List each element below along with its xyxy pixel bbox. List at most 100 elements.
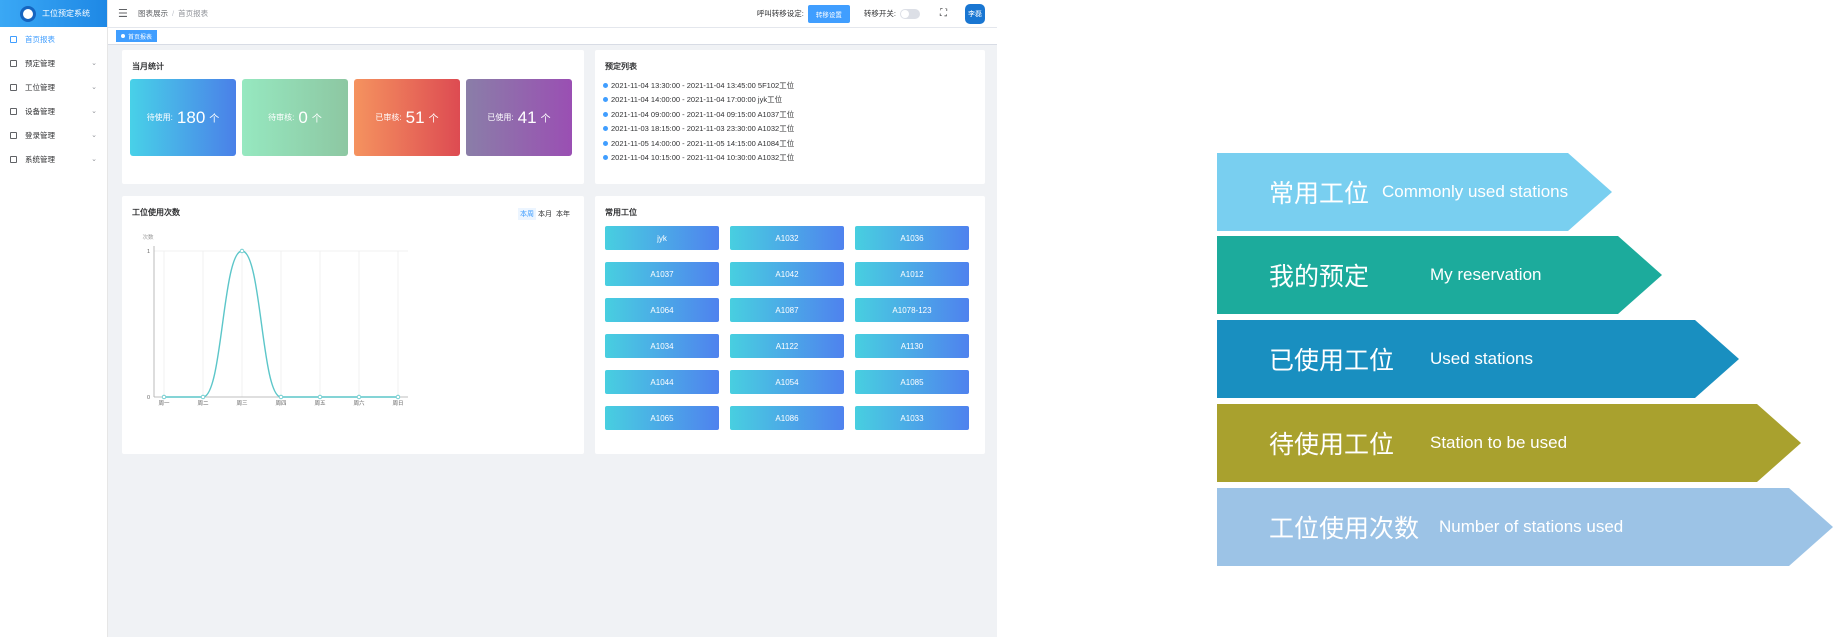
report-icon	[10, 35, 17, 43]
station-button[interactable]: A1122	[730, 334, 844, 358]
reservation-item[interactable]: 2021-11-05 14:00:00 - 2021-11-05 14:15:0…	[603, 136, 983, 151]
legend-label-en: Number of stations used	[1439, 517, 1624, 536]
legend-item: 工位使用次数 Number of stations used	[1217, 488, 1833, 566]
breadcrumb-item[interactable]: 图表展示	[138, 9, 168, 18]
reservation-list[interactable]: 2021-11-04 13:30:00 - 2021-11-04 13:45:0…	[603, 78, 983, 186]
common-stations-card: 常用工位 jyk A1032 A1036 A1037 A1042 A1012 A1064 A1…	[595, 196, 985, 454]
bullet-icon	[603, 82, 608, 88]
station-button[interactable]: A1130	[855, 334, 969, 358]
station-button[interactable]: A1034	[605, 334, 719, 358]
station-button[interactable]: A1037	[605, 262, 719, 286]
chevron-down-icon: ⌄	[91, 132, 97, 139]
stat-value: 180	[176, 107, 206, 127]
sidebar-item-5[interactable]: 系统管理 ⌄	[0, 147, 107, 171]
sidebar-item-0[interactable]: 首页报表	[0, 27, 107, 51]
station-button[interactable]: A1078-123	[855, 298, 969, 322]
fullscreen-icon[interactable]: ⛶	[940, 8, 947, 19]
desk-icon	[10, 83, 17, 91]
logo-icon	[20, 5, 36, 22]
legend-label-zh: 工位使用次数	[1269, 515, 1420, 543]
legend-label-en: My reservation	[1430, 265, 1542, 284]
station-button[interactable]: A1087	[730, 298, 844, 322]
station-button[interactable]: A1085	[855, 370, 969, 394]
common-stations-title: 常用工位	[605, 208, 637, 217]
header-actions: 呼叫转移设定: 转移设置 转移开关: ⛶ 李磊	[757, 0, 985, 27]
monthly-stats-card: 当月统计 待使用: 180 个待审核: 0 个已审核: 51 个已使用: 41 个	[122, 50, 584, 184]
station-button[interactable]: A1086	[730, 406, 844, 430]
stat-tile[interactable]: 待使用: 180 个	[130, 79, 236, 156]
monthly-stats-title: 当月统计	[132, 62, 164, 71]
station-button[interactable]: A1036	[855, 226, 969, 250]
data-point	[239, 248, 245, 254]
reservation-list-title: 预定列表	[605, 62, 637, 71]
brand[interactable]: 工位预定系统	[0, 0, 107, 27]
period-button[interactable]: 本月	[538, 211, 552, 218]
reservation-item[interactable]: 2021-11-04 10:15:00 - 2021-11-04 10:30:0…	[603, 151, 983, 166]
avatar[interactable]: 李磊	[965, 3, 985, 24]
legend-label-en: Used stations	[1430, 349, 1533, 368]
stat-unit: 个	[540, 114, 551, 125]
bullet-icon	[603, 155, 608, 161]
station-button[interactable]: A1064	[605, 298, 719, 322]
sidebar-item-4[interactable]: 登录管理 ⌄	[0, 123, 107, 147]
station-button[interactable]: A1032	[730, 226, 844, 250]
period-button[interactable]: 本周	[518, 208, 536, 220]
station-button[interactable]: A1033	[855, 406, 969, 430]
transfer-switch[interactable]	[900, 8, 920, 19]
legend-panel: 常用工位 Commonly used stations 我的预定 My reserva…	[1217, 0, 1833, 637]
sidebar-item-label: 系统管理	[25, 154, 55, 164]
sidebar-item-1[interactable]: 预定管理 ⌄	[0, 51, 107, 75]
x-tick-label: 周四	[275, 400, 286, 407]
legend-label-zh: 我的预定	[1269, 263, 1370, 291]
reservation-item[interactable]: 2021-11-04 14:00:00 - 2021-11-04 17:00:0…	[603, 93, 983, 108]
stat-label: 待审核:	[268, 113, 295, 122]
chevron-down-icon: ⌄	[91, 60, 97, 67]
stat-label: 已审核:	[375, 113, 402, 122]
y-tick-label: 1	[147, 249, 150, 255]
station-button[interactable]: A1012	[855, 262, 969, 286]
reservation-item[interactable]: 2021-11-04 09:00:00 - 2021-11-04 09:15:0…	[603, 107, 983, 122]
tags-bar: 首页报表	[108, 27, 997, 45]
reservation-item[interactable]: 2021-11-03 18:15:00 - 2021-11-03 23:30:0…	[603, 122, 983, 137]
usage-chart-title: 工位使用次数	[132, 208, 180, 217]
bullet-icon	[603, 111, 608, 117]
sidebar-menu: 首页报表 预定管理 ⌄ 工位管理 ⌄ 设备管理 ⌄ 登录管理 ⌄ 系统管理 ⌄	[0, 27, 107, 171]
sidebar-item-label: 登录管理	[25, 130, 55, 140]
menu-fold-icon[interactable]: ☰	[118, 8, 128, 20]
usage-chart-card: 工位使用次数 本周 本月 本年 次数 0 1 周一 周二 周三 周四 周五 周六 周日	[122, 196, 584, 454]
stat-tile[interactable]: 已使用: 41 个	[466, 79, 572, 156]
stat-tile[interactable]: 已审核: 51 个	[354, 79, 460, 156]
station-button[interactable]: jyk	[605, 226, 719, 250]
chevron-down-icon: ⌄	[91, 84, 97, 91]
y-axis-title: 次数	[142, 233, 154, 241]
stat-label: 已使用:	[487, 113, 514, 122]
sidebar-item-label: 工位管理	[25, 82, 55, 92]
legend-label-en: Station to be used	[1430, 433, 1568, 452]
sidebar: 工位预定系统 首页报表 预定管理 ⌄ 工位管理 ⌄ 设备管理 ⌄ 登录管理 ⌄ 系统管理 ⌄	[0, 0, 108, 637]
legend-item: 待使用工位 Station to be used	[1217, 404, 1801, 482]
sidebar-item-label: 预定管理	[25, 58, 55, 68]
station-button[interactable]: A1054	[730, 370, 844, 394]
transfer-settings-button[interactable]: 转移设置	[807, 4, 850, 23]
sidebar-item-3[interactable]: 设备管理 ⌄	[0, 99, 107, 123]
reservation-text: 2021-11-04 10:15:00 - 2021-11-04 10:30:0…	[611, 153, 795, 163]
stat-value: 0	[298, 107, 308, 127]
sidebar-item-label: 首页报表	[25, 34, 55, 44]
station-button[interactable]: A1044	[605, 370, 719, 394]
legend-label-zh: 待使用工位	[1269, 431, 1395, 459]
sidebar-item-2[interactable]: 工位管理 ⌄	[0, 75, 107, 99]
period-switch: 本周 本月 本年	[518, 208, 572, 220]
x-tick-label: 周一	[158, 400, 170, 407]
stat-unit: 个	[311, 114, 322, 125]
series-line	[164, 250, 398, 398]
app-window: 工位预定系统 首页报表 预定管理 ⌄ 工位管理 ⌄ 设备管理 ⌄ 登录管理 ⌄ 系统管理 ⌄ ☰ 图…	[0, 0, 997, 637]
legend-item: 我的预定 My reservation	[1217, 236, 1662, 314]
stat-tile[interactable]: 待审核: 0 个	[242, 79, 348, 156]
x-tick-label: 周日	[392, 400, 403, 407]
data-point	[161, 394, 167, 400]
period-button[interactable]: 本年	[556, 211, 570, 218]
station-button[interactable]: A1065	[605, 406, 719, 430]
tab-home-report[interactable]: 首页报表	[116, 30, 158, 42]
station-button[interactable]: A1042	[730, 262, 844, 286]
reservation-item[interactable]: 2021-11-04 13:30:00 - 2021-11-04 13:45:0…	[603, 78, 983, 93]
